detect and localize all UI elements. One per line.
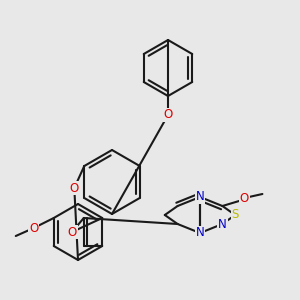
- Text: N: N: [196, 190, 204, 203]
- Text: O: O: [164, 109, 172, 122]
- Text: O: O: [240, 191, 249, 205]
- Text: O: O: [68, 226, 76, 238]
- Text: O: O: [29, 221, 38, 235]
- Text: S: S: [232, 208, 239, 221]
- Text: N: N: [196, 226, 204, 239]
- Text: N: N: [218, 218, 227, 230]
- Text: O: O: [70, 182, 79, 194]
